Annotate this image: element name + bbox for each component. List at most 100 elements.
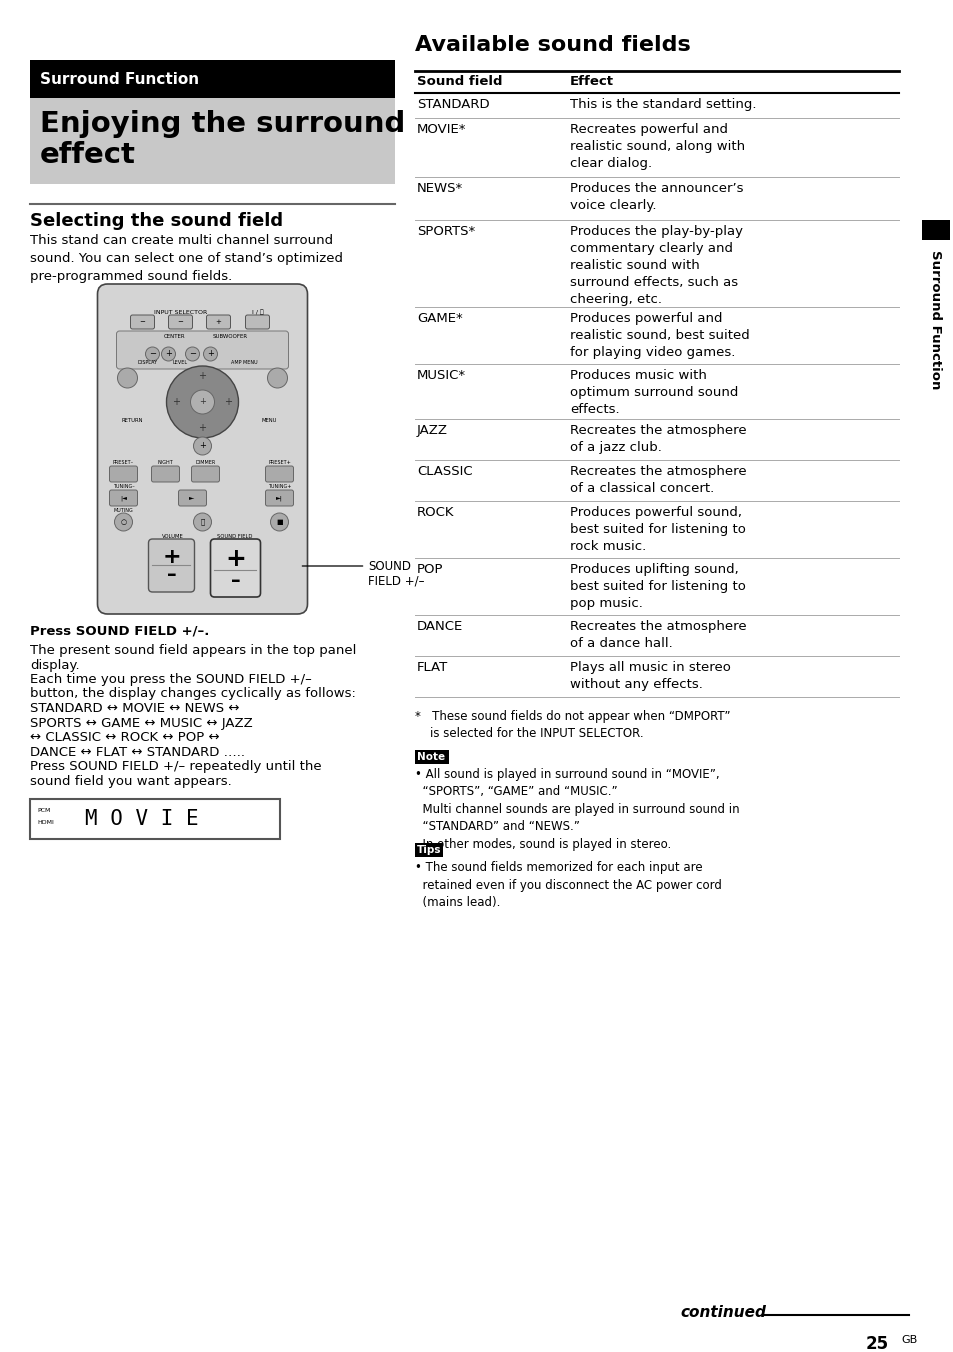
Text: TUNING+: TUNING+ <box>268 484 291 489</box>
Text: button, the display changes cyclically as follows:: button, the display changes cyclically a… <box>30 688 355 700</box>
FancyBboxPatch shape <box>169 315 193 329</box>
Text: display.: display. <box>30 658 79 672</box>
Text: LEVEL: LEVEL <box>172 360 188 365</box>
Text: ↔ CLASSIC ↔ ROCK ↔ POP ↔: ↔ CLASSIC ↔ ROCK ↔ POP ↔ <box>30 731 219 744</box>
Text: GB: GB <box>900 1334 916 1345</box>
Text: ►·: ►· <box>189 495 195 500</box>
Text: STANDARD: STANDARD <box>416 97 489 111</box>
Text: Recreates the atmosphere
of a dance hall.: Recreates the atmosphere of a dance hall… <box>569 621 746 650</box>
Circle shape <box>146 347 159 361</box>
Text: Surround Function: Surround Function <box>40 72 199 87</box>
FancyBboxPatch shape <box>116 331 288 369</box>
Text: +: + <box>172 397 180 407</box>
Circle shape <box>114 512 132 531</box>
Text: NEWS*: NEWS* <box>416 183 463 195</box>
FancyBboxPatch shape <box>97 284 307 614</box>
Circle shape <box>203 347 217 361</box>
Text: +: + <box>199 442 206 450</box>
Text: *   These sound fields do not appear when “DMPORT”
    is selected for the INPUT: * These sound fields do not appear when … <box>415 710 730 740</box>
Text: SOUND FIELD: SOUND FIELD <box>216 534 252 539</box>
Text: Press SOUND FIELD +/– repeatedly until the: Press SOUND FIELD +/– repeatedly until t… <box>30 760 321 773</box>
Bar <box>415 750 449 764</box>
Text: PRESET+: PRESET+ <box>268 460 291 465</box>
FancyBboxPatch shape <box>149 539 194 592</box>
Text: +: + <box>207 350 213 358</box>
FancyBboxPatch shape <box>265 489 294 506</box>
FancyBboxPatch shape <box>131 315 154 329</box>
Text: −: − <box>177 319 183 324</box>
Bar <box>30 799 280 840</box>
Text: STANDARD ↔ MOVIE ↔ NEWS ↔: STANDARD ↔ MOVIE ↔ NEWS ↔ <box>30 702 239 715</box>
Text: JAZZ: JAZZ <box>416 425 448 437</box>
Text: Produces uplifting sound,
best suited for listening to
pop music.: Produces uplifting sound, best suited fo… <box>569 562 745 610</box>
Text: Sound field: Sound field <box>416 74 502 88</box>
Text: MENU: MENU <box>261 418 276 423</box>
Text: Press SOUND FIELD +/–.: Press SOUND FIELD +/–. <box>30 625 209 637</box>
Text: Produces the announcer’s
voice clearly.: Produces the announcer’s voice clearly. <box>569 183 742 212</box>
Text: MUTING: MUTING <box>113 508 133 512</box>
FancyBboxPatch shape <box>265 466 294 483</box>
Text: • The sound fields memorized for each input are
  retained even if you disconnec: • The sound fields memorized for each in… <box>415 861 721 909</box>
Bar <box>921 220 949 241</box>
Text: The present sound field appears in the top panel: The present sound field appears in the t… <box>30 644 356 657</box>
Text: PRESET–: PRESET– <box>112 460 134 465</box>
Circle shape <box>185 347 199 361</box>
Text: INPUT SELECTOR: INPUT SELECTOR <box>153 310 207 315</box>
Circle shape <box>193 512 212 531</box>
Text: Effect: Effect <box>569 74 614 88</box>
Text: VOLUME: VOLUME <box>161 534 183 539</box>
Text: +: + <box>224 397 233 407</box>
Text: NIGHT: NIGHT <box>157 460 173 465</box>
Text: ■: ■ <box>276 519 282 525</box>
FancyBboxPatch shape <box>206 315 231 329</box>
Text: GAME*: GAME* <box>416 312 462 324</box>
Text: +: + <box>162 548 181 566</box>
Circle shape <box>193 437 212 456</box>
Text: MUSIC*: MUSIC* <box>416 369 466 383</box>
FancyBboxPatch shape <box>152 466 179 483</box>
Text: 25: 25 <box>865 1334 888 1352</box>
Circle shape <box>161 347 175 361</box>
Text: This is the standard setting.: This is the standard setting. <box>569 97 756 111</box>
Text: ROCK: ROCK <box>416 506 454 519</box>
Text: Produces the play-by-play
commentary clearly and
realistic sound with
surround e: Produces the play-by-play commentary cle… <box>569 224 742 306</box>
Circle shape <box>271 512 288 531</box>
Circle shape <box>191 389 214 414</box>
Text: Recreates powerful and
realistic sound, along with
clear dialog.: Recreates powerful and realistic sound, … <box>569 123 744 170</box>
Text: −: − <box>139 319 145 324</box>
Bar <box>415 844 442 857</box>
Text: This stand can create multi channel surround
sound. You can select one of stand’: This stand can create multi channel surr… <box>30 234 343 283</box>
Text: POP: POP <box>416 562 443 576</box>
Text: RETURN: RETURN <box>121 418 143 423</box>
Text: HDMI: HDMI <box>37 821 53 826</box>
Text: CENTER: CENTER <box>164 334 185 339</box>
Text: Tips: Tips <box>416 845 441 854</box>
Text: PCM: PCM <box>37 807 51 813</box>
Text: Produces powerful sound,
best suited for listening to
rock music.: Produces powerful sound, best suited for… <box>569 506 745 553</box>
Text: Produces music with
optimum surround sound
effects.: Produces music with optimum surround sou… <box>569 369 738 416</box>
Text: +: + <box>215 319 221 324</box>
Text: SPORTS*: SPORTS* <box>416 224 475 238</box>
Text: Note: Note <box>416 752 445 763</box>
Text: AMP MENU: AMP MENU <box>231 360 257 365</box>
Text: sound field you want appears.: sound field you want appears. <box>30 775 232 787</box>
Text: Recreates the atmosphere
of a classical concert.: Recreates the atmosphere of a classical … <box>569 465 746 495</box>
Text: Available sound fields: Available sound fields <box>415 35 690 55</box>
Text: • All sound is played in surround sound in “MOVIE”,
  “SPORTS”, “GAME” and “MUSI: • All sound is played in surround sound … <box>415 768 739 850</box>
Circle shape <box>167 366 238 438</box>
FancyBboxPatch shape <box>110 489 137 506</box>
Text: DANCE ↔ FLAT ↔ STANDARD …..: DANCE ↔ FLAT ↔ STANDARD ….. <box>30 745 245 758</box>
Text: Selecting the sound field: Selecting the sound field <box>30 212 283 230</box>
Text: |◄: |◄ <box>120 495 127 500</box>
Text: M O V I E: M O V I E <box>85 808 198 829</box>
Text: ►|: ►| <box>275 495 283 500</box>
FancyBboxPatch shape <box>110 466 137 483</box>
Text: DISPLAY: DISPLAY <box>137 360 157 365</box>
Text: Produces powerful and
realistic sound, best suited
for playing video games.: Produces powerful and realistic sound, b… <box>569 312 749 360</box>
FancyBboxPatch shape <box>178 489 206 506</box>
Text: −: − <box>149 350 156 358</box>
Text: continued: continued <box>679 1305 765 1320</box>
Text: MOVIE*: MOVIE* <box>416 123 466 137</box>
FancyBboxPatch shape <box>211 539 260 598</box>
Text: Surround Function: Surround Function <box>928 250 942 389</box>
